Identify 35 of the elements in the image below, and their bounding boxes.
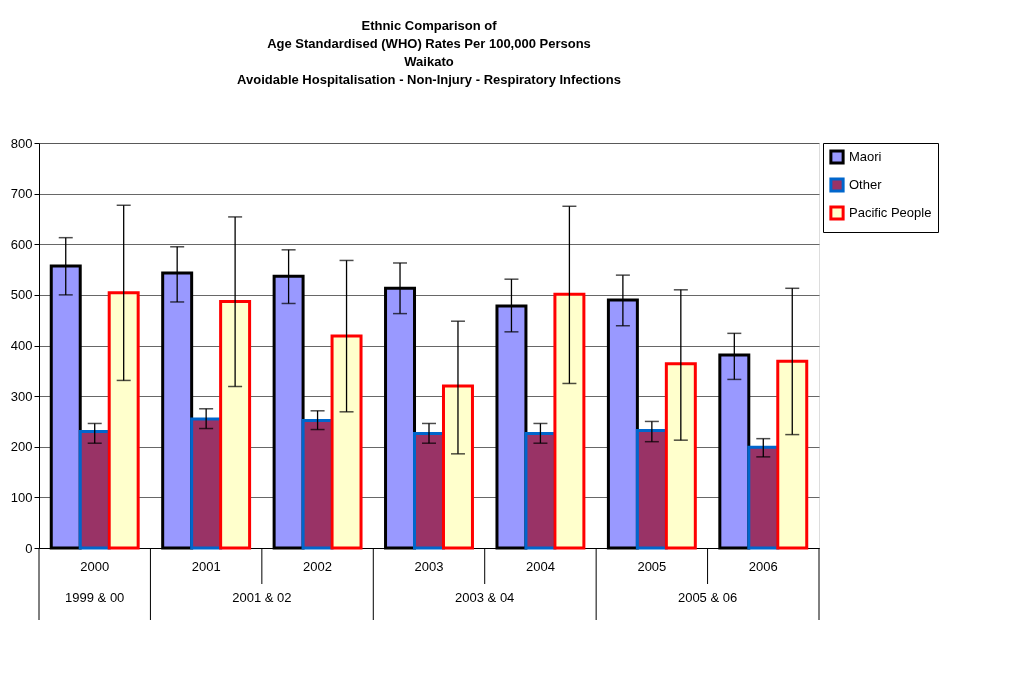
bar xyxy=(330,334,363,550)
y-tick-label: 300 xyxy=(10,388,33,404)
legend-label: Other xyxy=(849,177,883,192)
x-tick-label: 2006 xyxy=(748,558,778,574)
bar xyxy=(776,359,809,550)
x-tick-label: 2000 xyxy=(80,558,110,574)
x-tick-label: 2005 xyxy=(637,558,667,574)
y-tick-label: 600 xyxy=(10,236,33,252)
y-tick-label: 800 xyxy=(10,135,33,151)
text: 1999 & 00 xyxy=(65,590,125,605)
legend-label: Pacific People xyxy=(849,205,932,220)
x-tick-label: 2003 xyxy=(414,558,444,574)
bar xyxy=(107,291,140,550)
x-tick-label: 2004 xyxy=(525,558,555,574)
y-tick-label: 400 xyxy=(10,338,33,353)
y-tick-label: 700 xyxy=(10,186,33,202)
bar xyxy=(441,384,474,550)
legend-label: Maori xyxy=(849,149,882,164)
text: 2003 & 04 xyxy=(455,590,515,605)
bar xyxy=(413,432,445,550)
bar xyxy=(664,362,697,550)
y-tick-label: 100 xyxy=(10,489,33,505)
chart-title: Ethnic Comparison of Age Standardised (WHO) Rates Per 100,000 Persons Waikato Avoidable Hospitalisation - Non-Injury - Respiratory Infections xyxy=(237,18,621,87)
bar xyxy=(219,299,252,550)
y-tick-label: 500 xyxy=(10,287,33,303)
text: 2001 & 02 xyxy=(232,590,292,605)
y-tick-label: 200 xyxy=(10,439,33,455)
bar xyxy=(78,430,111,550)
text: 2005 & 06 xyxy=(677,590,738,605)
bar xyxy=(301,418,334,550)
y-tick-label: 0 xyxy=(25,540,33,556)
x-tick-label: 2001 xyxy=(191,558,221,574)
x-tick-label: 2002 xyxy=(303,558,333,574)
bar xyxy=(635,429,668,550)
bar xyxy=(553,292,586,550)
